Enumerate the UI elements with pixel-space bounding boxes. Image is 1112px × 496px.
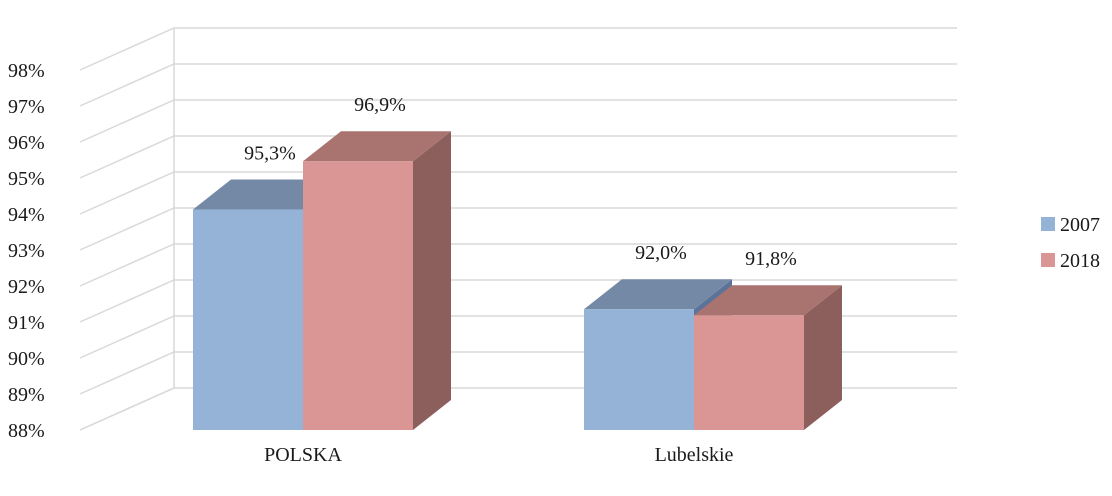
data-label: 95,3% bbox=[244, 143, 296, 165]
bar-front bbox=[694, 315, 804, 430]
bar-front bbox=[584, 309, 694, 430]
bar-2018-polska bbox=[303, 131, 451, 430]
y-tick-label: 93% bbox=[8, 240, 45, 262]
bar-2018-lubelskie bbox=[694, 285, 842, 430]
y-tick-label: 94% bbox=[8, 204, 45, 226]
y-tick-label: 96% bbox=[8, 132, 45, 154]
x-tick-label: POLSKA bbox=[264, 444, 342, 466]
legend-label: 2007 bbox=[1060, 214, 1100, 236]
legend: 2007 2018 bbox=[1041, 214, 1100, 272]
legend-label: 2018 bbox=[1060, 250, 1100, 272]
wall-edge bbox=[79, 28, 175, 431]
bars bbox=[193, 131, 842, 430]
y-axis: 88% 89% 90% 91% 92% 93% 94% 95% 96% 97% 98% bbox=[8, 60, 45, 442]
bar-front bbox=[303, 161, 413, 430]
data-label: 91,8% bbox=[745, 248, 797, 270]
bar-top bbox=[584, 279, 732, 310]
y-tick-label: 89% bbox=[8, 384, 45, 406]
y-tick-label: 95% bbox=[8, 168, 45, 190]
y-tick-label: 92% bbox=[8, 276, 45, 298]
gridlines bbox=[79, 27, 957, 431]
bar-front bbox=[193, 209, 303, 430]
x-axis: POLSKA Lubelskie bbox=[264, 444, 733, 466]
bar-top bbox=[303, 131, 451, 162]
y-tick-label: 97% bbox=[8, 96, 45, 118]
data-label: 96,9% bbox=[354, 94, 406, 116]
x-tick-label: Lubelskie bbox=[655, 444, 734, 466]
y-tick-label: 88% bbox=[8, 420, 45, 442]
y-tick-label: 98% bbox=[8, 60, 45, 82]
legend-swatch bbox=[1041, 253, 1055, 267]
data-label: 92,0% bbox=[635, 242, 687, 264]
legend-item-2007: 2007 bbox=[1041, 214, 1100, 236]
bar-side bbox=[804, 285, 842, 430]
y-tick-label: 91% bbox=[8, 312, 45, 334]
legend-item-2018: 2018 bbox=[1041, 250, 1100, 272]
data-labels: 95,3% 96,9% 92,0% 91,8% bbox=[244, 94, 797, 270]
legend-swatch bbox=[1041, 217, 1055, 231]
y-tick-label: 90% bbox=[8, 348, 45, 370]
bar-side bbox=[413, 131, 451, 430]
bar-top bbox=[694, 285, 842, 316]
